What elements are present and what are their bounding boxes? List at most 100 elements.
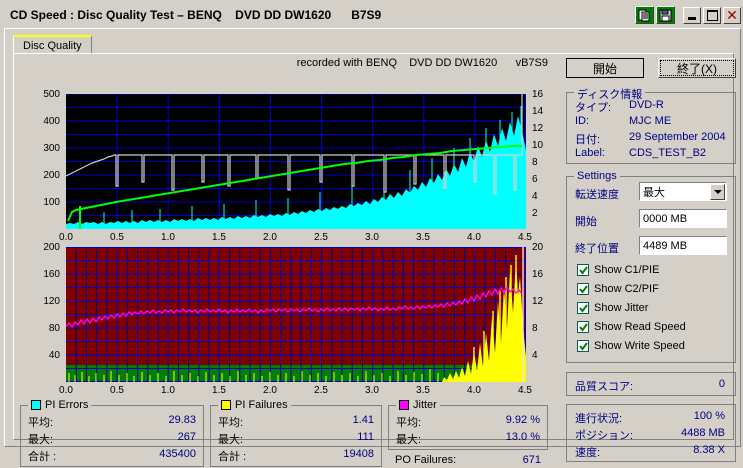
speed-combo[interactable]: 最大	[639, 182, 727, 201]
checkbox-icon[interactable]	[577, 264, 589, 276]
top-xtick-8: 4.0	[467, 232, 481, 243]
checkbox-icon[interactable]	[577, 340, 589, 352]
top-xtick-2: 1.0	[161, 232, 175, 243]
start-button-label: 開始	[592, 61, 617, 76]
bot-xtick-1: 0.5	[110, 385, 124, 396]
quality-score-group: 品質スコア: 0	[566, 372, 736, 396]
bot-ytick-80: 80	[48, 323, 60, 334]
progress-row-1-label: ポジション:	[575, 430, 634, 442]
copy-icon[interactable]	[635, 6, 654, 24]
pi-failures-row-1-value: 111	[357, 431, 374, 443]
top-y2tick-10: 10	[532, 140, 544, 151]
graph-area: recorded with BENQ DVD DD DW1620 vB7S9 5…	[14, 54, 554, 396]
tab-strip: Disc Quality	[13, 35, 734, 54]
top-y2tick-4: 4	[532, 191, 538, 202]
pi-failures-group: PI Failures 平均: 1.41 最大: 111 合計 : 19408	[210, 399, 382, 467]
po-failures-row: PO Failures: 671	[388, 454, 548, 468]
pi-errors-row-0-value: 29.83	[168, 414, 196, 426]
exit-button[interactable]: 終了(X)	[658, 58, 736, 78]
po-failures-label: PO Failures:	[395, 454, 457, 466]
checkbox-label: Show C2/PIF	[594, 283, 659, 295]
progress-row-2-value: 8.38 X	[693, 444, 725, 456]
top-ytick-300: 300	[43, 143, 60, 154]
bot-xtick-8: 4.0	[467, 385, 481, 396]
checkbox-label: Show Write Speed	[594, 340, 685, 352]
jitter-row-0-value: 9.92 %	[505, 414, 540, 426]
pi-failures-title-wrap: PI Failures	[218, 399, 291, 411]
disc-info-row-1-value: MJC ME	[629, 115, 672, 127]
close-icon[interactable]: ✕	[723, 6, 741, 24]
pi-errors-title: PI Errors	[45, 399, 89, 411]
checkbox-show-read-speed[interactable]: Show Read Speed	[577, 321, 686, 333]
start-button[interactable]: 開始	[566, 58, 644, 78]
save-icon[interactable]	[656, 6, 675, 24]
disc-info-row-3-label: Label:	[575, 147, 605, 159]
disc-info-row-0-value: DVD-R	[629, 99, 664, 111]
jitter-group: Jitter 平均: 9.92 % 最大: 13.0 %	[388, 399, 548, 450]
pi-errors-row-2-label: 合計 :	[28, 451, 57, 463]
checkbox-icon[interactable]	[577, 283, 589, 295]
tab-disc-quality[interactable]: Disc Quality	[13, 35, 92, 54]
pi-errors-title-wrap: PI Errors	[28, 399, 92, 411]
top-ytick-500: 500	[43, 89, 60, 100]
start-mb-field[interactable]: 0000 MB	[639, 209, 727, 228]
chart-pi-errors	[66, 94, 526, 229]
exit-button-label: 終了(X)	[677, 61, 717, 76]
progress-row-2-label: 速度:	[575, 447, 601, 459]
disc-info-row-0-label: タイプ:	[575, 102, 612, 114]
top-ytick-200: 200	[43, 170, 60, 181]
bot-xtick-7: 3.5	[416, 385, 430, 396]
top-ytick-100: 100	[43, 197, 60, 208]
top-xtick-1: 0.5	[110, 232, 124, 243]
progress-row-0-label: 進行状況:	[575, 413, 623, 425]
bot-y2tick-4: 4	[532, 350, 538, 361]
minimize-icon[interactable]	[683, 6, 701, 24]
disc-info-row-2-label: 日付:	[575, 134, 601, 146]
speed-label: 転送速度	[575, 189, 619, 201]
settings-title: Settings	[574, 170, 620, 182]
checkbox-show-write-speed[interactable]: Show Write Speed	[577, 340, 685, 352]
checkbox-show-jitter[interactable]: Show Jitter	[577, 302, 648, 314]
bot-ytick-160: 160	[43, 269, 60, 280]
pi-failures-row-0-value: 1.41	[352, 414, 374, 426]
checkbox-show-c1-pie[interactable]: Show C1/PIE	[577, 264, 659, 276]
checkbox-icon[interactable]	[577, 321, 589, 333]
jitter-row-1-value: 13.0 %	[505, 431, 540, 443]
end-mb-field[interactable]: 4489 MB	[639, 236, 727, 255]
pi-errors-swatch	[31, 400, 41, 410]
checkbox-show-c2-pif[interactable]: Show C2/PIF	[577, 283, 659, 295]
top-y2tick-14: 14	[532, 106, 544, 117]
top-xtick-5: 2.5	[314, 232, 328, 243]
pi-errors-group: PI Errors 平均: 29.83 最大: 267 合計 : 435400	[20, 399, 204, 467]
title-bar: CD Speed : Disc Quality Test – BENQ DVD …	[4, 4, 743, 26]
bot-xtick-6: 3.0	[365, 385, 379, 396]
main-panel: recorded with BENQ DVD DD DW1620 vB7S9 5…	[13, 53, 736, 467]
disc-info-row-2-value: 29 September 2004	[629, 131, 726, 143]
pi-errors-row-0-label: 平均:	[28, 417, 54, 429]
maximize-icon[interactable]	[703, 6, 721, 24]
pi-failures-title: PI Failures	[235, 399, 288, 411]
bot-y2tick-12: 12	[532, 296, 544, 307]
jitter-row-1-label: 最大:	[396, 434, 422, 446]
bot-ytick-120: 120	[43, 296, 60, 307]
chevron-down-icon[interactable]	[710, 184, 725, 200]
progress-group: 進行状況: 100 % ポジション: 4488 MB 速度: 8.38 X	[566, 404, 736, 462]
jitter-swatch	[399, 400, 409, 410]
disc-info-row-3-value: CDS_TEST_B2	[629, 147, 707, 159]
bot-xtick-3: 1.5	[212, 385, 226, 396]
bot-y2tick-16: 16	[532, 269, 544, 280]
settings-group: Settings 転送速度 最大 開始 0000 MB 終了位置 4489 MB	[566, 170, 736, 363]
window-title: CD Speed : Disc Quality Test – BENQ DVD …	[10, 8, 382, 22]
top-xtick-6: 3.0	[365, 232, 379, 243]
client-area: Disc Quality recorded with BENQ DVD DD D…	[4, 28, 741, 467]
top-xtick-7: 3.5	[416, 232, 430, 243]
pi-failures-row-1-label: 最大:	[218, 434, 244, 446]
top-xtick-0: 0.0	[59, 232, 73, 243]
disc-info-title: ディスク情報	[574, 86, 646, 102]
bot-ytick-200: 200	[43, 242, 60, 253]
start-mb-value: 0000 MB	[643, 212, 688, 225]
quality-score-label: 品質スコア:	[575, 381, 634, 393]
end-mb-value: 4489 MB	[643, 239, 688, 252]
checkbox-icon[interactable]	[577, 302, 589, 314]
top-xtick-4: 2.0	[263, 232, 277, 243]
